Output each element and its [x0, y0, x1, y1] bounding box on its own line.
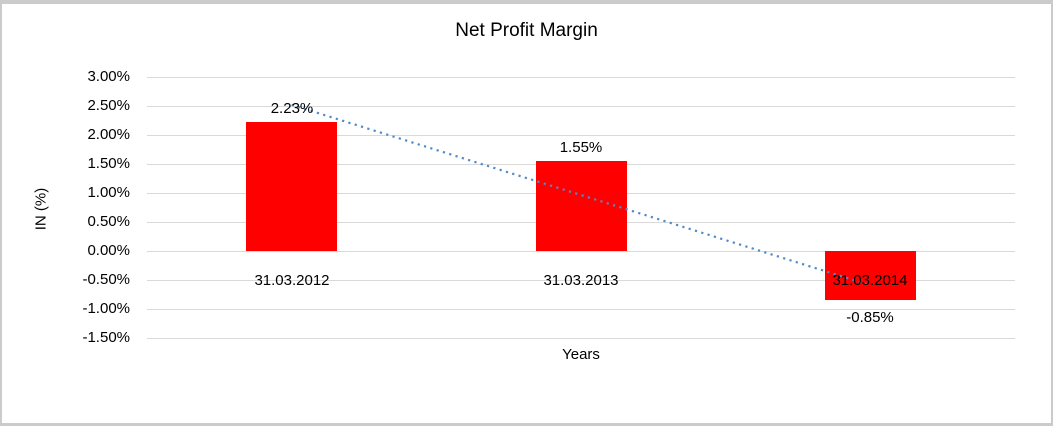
chart-title: Net Profit Margin — [455, 20, 598, 41]
y-tick-label: -0.50% — [82, 271, 130, 288]
y-tick-label: 2.50% — [87, 97, 130, 114]
bar-31.03.2012 — [246, 122, 337, 251]
y-tick-label: 2.00% — [87, 126, 130, 143]
x-axis-title: Years — [562, 346, 600, 363]
y-tick-label: 0.00% — [87, 242, 130, 259]
y-tick-label: -1.00% — [82, 300, 130, 317]
y-tick-label: 1.00% — [87, 184, 130, 201]
data-label: 1.55% — [559, 139, 603, 156]
category-label: 31.03.2012 — [254, 272, 330, 289]
bar-31.03.2013 — [536, 161, 627, 251]
category-label: 31.03.2013 — [543, 272, 619, 289]
gridline — [147, 309, 1015, 310]
category-label: 31.03.2014 — [832, 272, 908, 289]
gridline — [147, 77, 1015, 78]
data-label: 2.23% — [270, 100, 314, 117]
y-tick-label: 1.50% — [87, 155, 130, 172]
y-tick-label: -1.50% — [82, 329, 130, 346]
gridline — [147, 338, 1015, 339]
y-tick-label: 3.00% — [87, 68, 130, 85]
data-label: -0.85% — [846, 309, 894, 326]
y-tick-label: 0.50% — [87, 213, 130, 230]
